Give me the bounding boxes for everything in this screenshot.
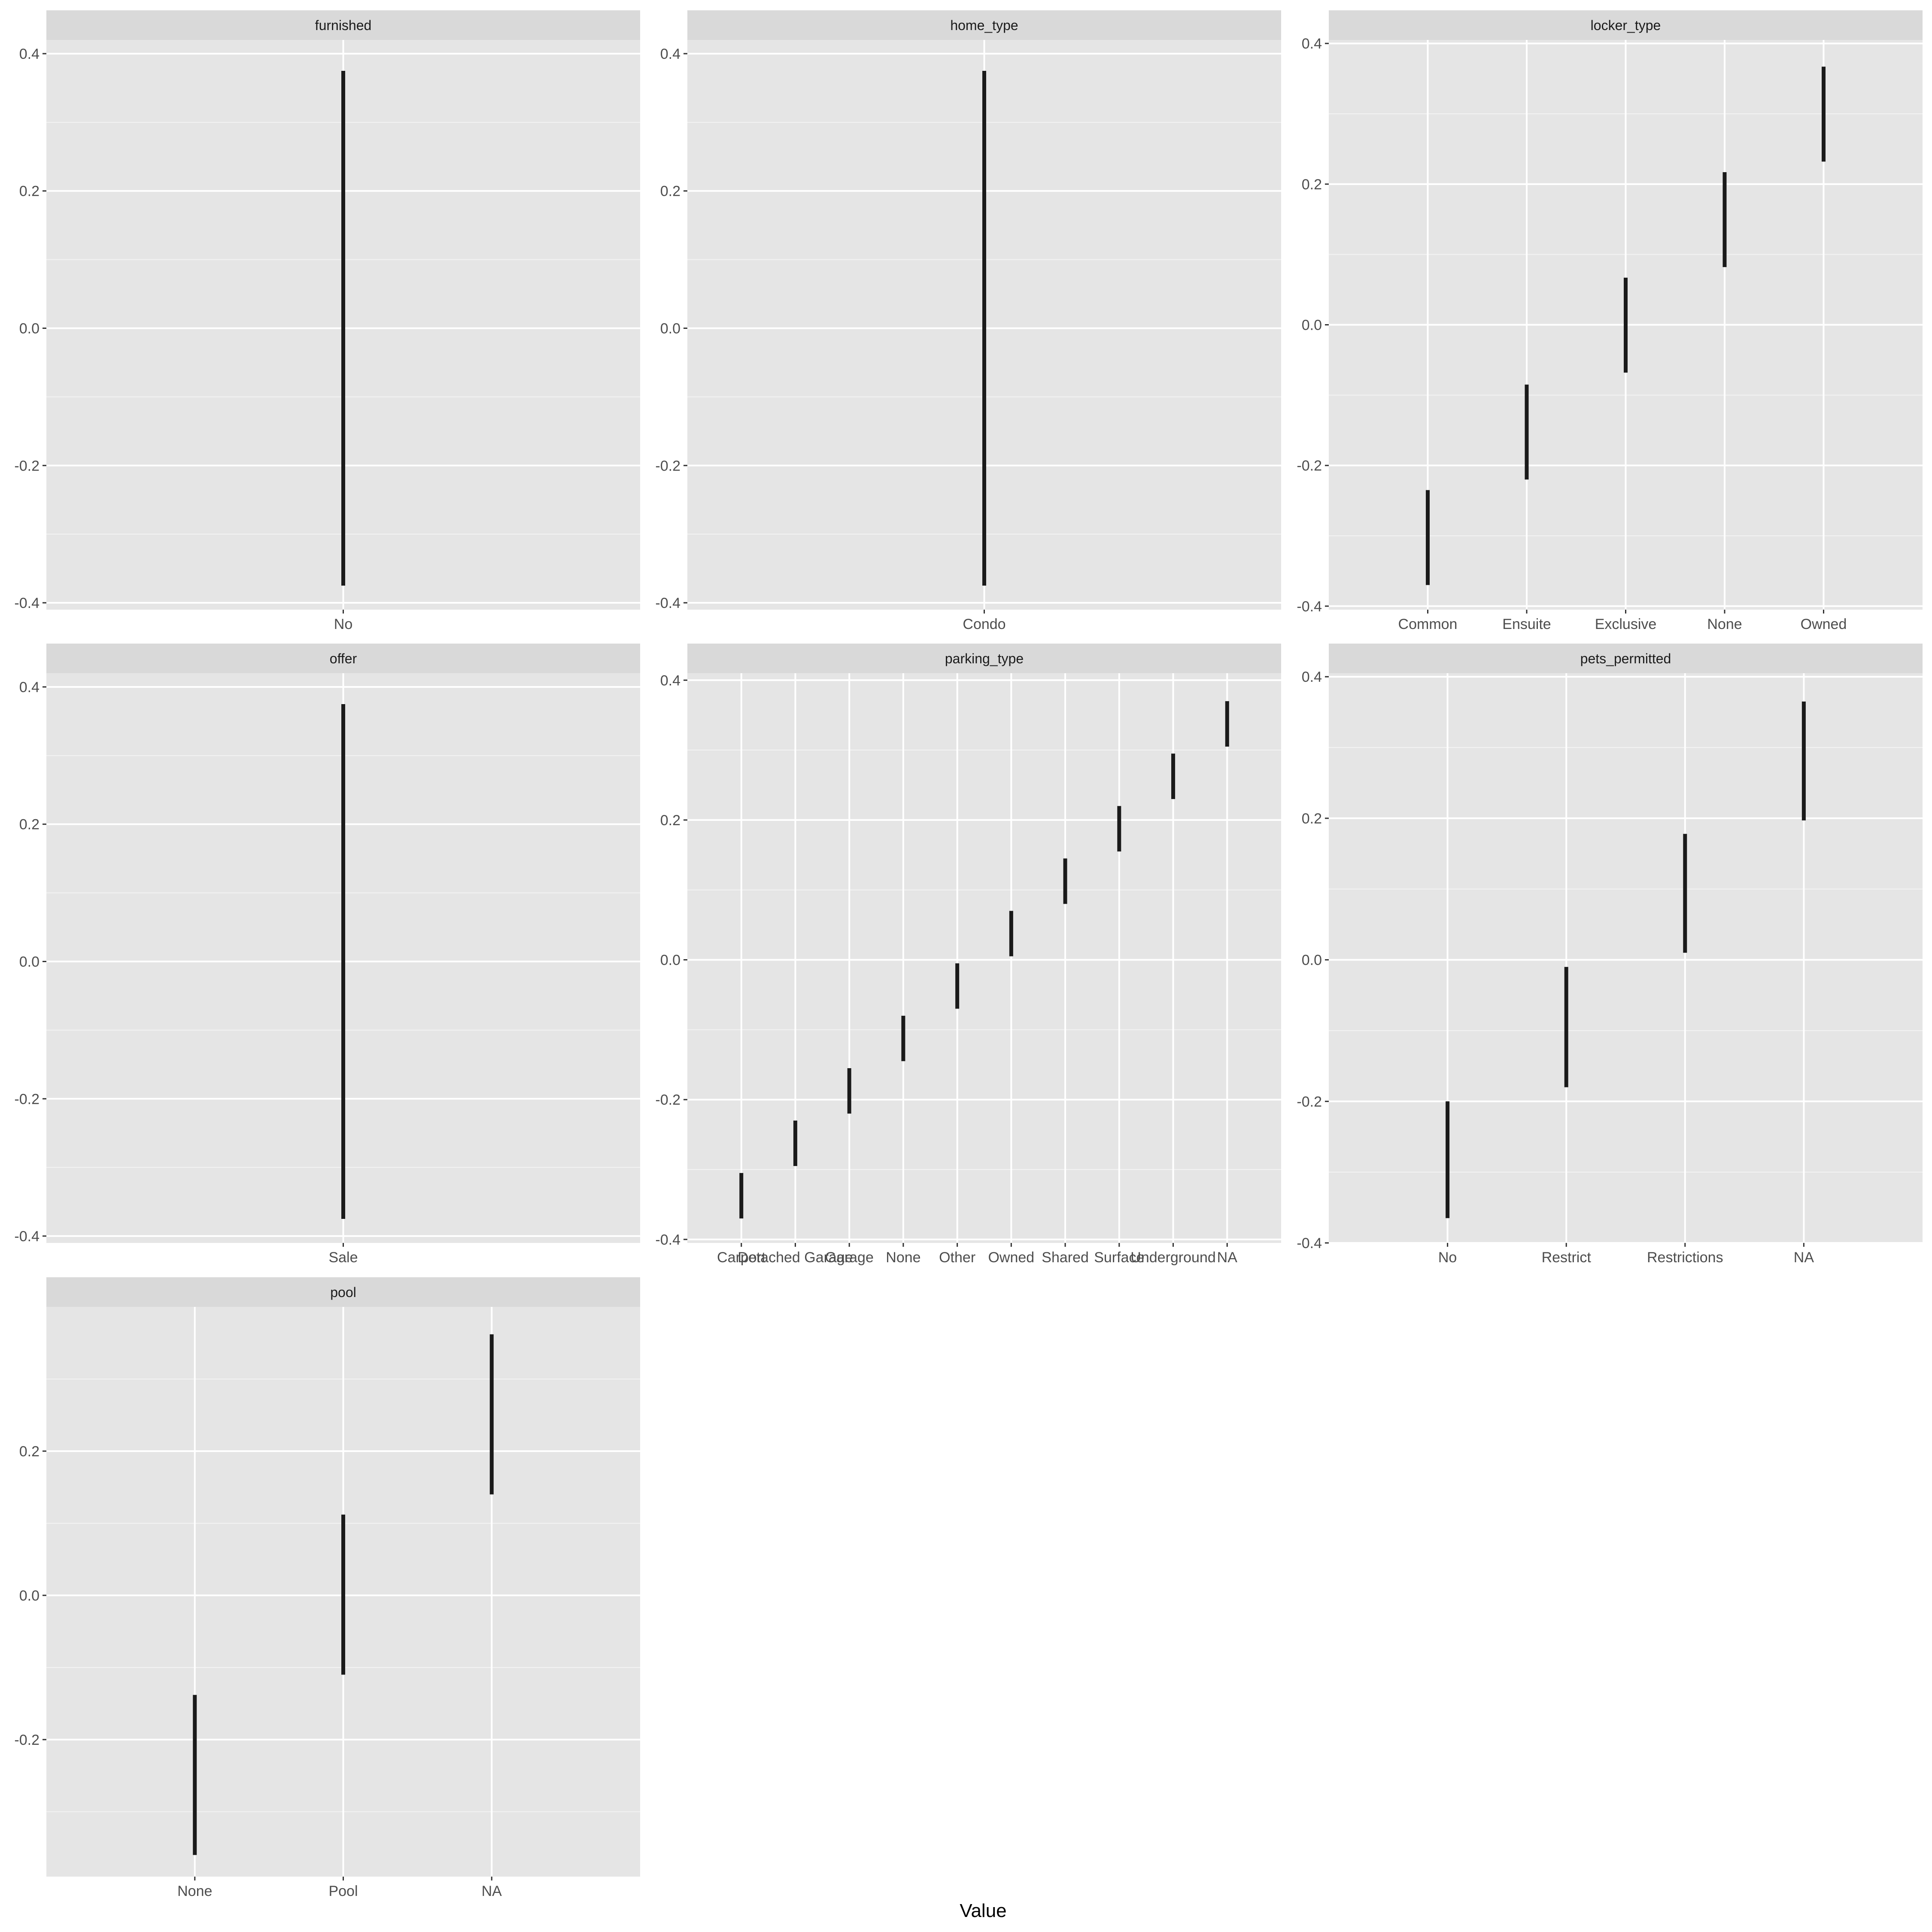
y-tick-label: 0.0 — [19, 954, 39, 970]
facet-title: pool — [330, 1285, 356, 1300]
facet-pets-permitted: pets_permitted 0.4 0.2 0.0 -0.2 -0.4 No Restric… — [1297, 644, 1923, 1266]
x-tick-label: Condo — [963, 616, 1005, 632]
y-tick-label: 0.4 — [1302, 669, 1322, 685]
facet-strip — [46, 1277, 640, 1307]
x-tick-label: Owned — [1801, 616, 1847, 632]
y-tick-label: -0.2 — [14, 1732, 39, 1748]
x-tick-label: None — [177, 1883, 212, 1899]
x-tick-label: None — [886, 1249, 920, 1266]
x-tick-label: Restrict — [1542, 1249, 1592, 1266]
facet-strip — [46, 10, 640, 40]
y-tick-label: 0.2 — [19, 1443, 39, 1460]
panel-background — [687, 673, 1281, 1243]
x-axis-label: Value — [960, 1900, 1006, 1921]
x-tick-label: No — [334, 616, 352, 632]
y-tick-label: 0.0 — [19, 320, 39, 337]
y-tick-label: 0.2 — [660, 812, 680, 829]
facet-furnished: furnished 0.4 0.2 0.0 -0.2 -0.4 No — [14, 10, 640, 632]
facet-locker-type: locker_type 0.4 0.2 0.0 -0.2 -0.4 Common Ensuit… — [1297, 10, 1923, 632]
x-tick-label: Pool — [328, 1883, 358, 1899]
y-tick-label: -0.4 — [1297, 598, 1322, 615]
y-tick-label: -0.2 — [1297, 1094, 1322, 1110]
y-tick-label: 0.0 — [1302, 317, 1322, 334]
y-tick-label: 0.0 — [660, 320, 680, 337]
y-tick-label: 0.2 — [1302, 176, 1322, 193]
y-tick-label: 0.0 — [660, 952, 680, 969]
panel-background — [1329, 673, 1923, 1243]
x-tick-label: NA — [482, 1883, 502, 1899]
facet-strip — [1329, 10, 1923, 40]
x-tick-label: Surface — [1094, 1249, 1144, 1266]
facet-title: furnished — [315, 18, 372, 33]
facet-strip — [1329, 644, 1923, 673]
y-tick-label: -0.4 — [655, 1232, 680, 1248]
facet-offer: offer 0.4 0.2 0.0 -0.2 -0.4 Sale — [14, 644, 640, 1266]
y-tick-label: -0.4 — [14, 595, 39, 611]
x-tick-label: No — [1438, 1249, 1457, 1266]
x-tick-label: Restrictions — [1647, 1249, 1723, 1266]
x-tick-label: Owned — [988, 1249, 1034, 1266]
facet-home-type: home_type 0.4 0.2 0.0 -0.2 -0.4 Condo — [655, 10, 1281, 632]
x-tick-label: Exclusive — [1595, 616, 1657, 632]
y-tick-label: 0.2 — [19, 183, 39, 200]
y-tick-label: 0.0 — [1302, 952, 1322, 969]
facet-strip — [46, 644, 640, 673]
y-tick-label: 0.0 — [19, 1588, 39, 1604]
facet-title: home_type — [950, 18, 1018, 33]
y-tick-label: 0.4 — [660, 672, 680, 689]
facet-panels: furnished 0.4 0.2 0.0 -0.2 -0.4 No home_type 0.4… — [14, 10, 1923, 1899]
y-tick-label: 0.2 — [660, 183, 680, 200]
y-tick-label: 0.4 — [19, 46, 39, 62]
y-tick-label: -0.2 — [14, 458, 39, 474]
y-tick-label: -0.4 — [1297, 1235, 1322, 1252]
y-tick-label: -0.2 — [655, 1092, 680, 1108]
facet-title: pets_permitted — [1580, 651, 1671, 666]
x-tick-label: NA — [1794, 1249, 1814, 1266]
facet-pool: pool 0.2 0.0 -0.2 None Pool NA — [14, 1277, 640, 1899]
y-tick-label: 0.4 — [660, 46, 680, 62]
x-tick-label: Garage — [825, 1249, 873, 1266]
y-tick-label: 0.2 — [1302, 811, 1322, 827]
y-tick-label: -0.2 — [655, 458, 680, 474]
y-tick-label: -0.2 — [1297, 458, 1322, 474]
y-tick-label: 0.4 — [1302, 36, 1322, 52]
x-tick-label: Detached Garage — [738, 1249, 853, 1266]
x-tick-label: NA — [1217, 1249, 1238, 1266]
facet-title: parking_type — [945, 651, 1024, 666]
y-tick-label: 0.4 — [19, 679, 39, 696]
x-tick-label: Carport — [717, 1249, 766, 1266]
y-tick-label: -0.2 — [14, 1091, 39, 1107]
y-tick-label: 0.2 — [19, 817, 39, 833]
facet-strip — [687, 10, 1281, 40]
x-tick-label: Ensuite — [1502, 616, 1551, 632]
x-tick-label: Shared — [1042, 1249, 1089, 1266]
y-tick-label: -0.4 — [14, 1228, 39, 1245]
facet-strip — [687, 644, 1281, 673]
facet-title: locker_type — [1591, 18, 1661, 33]
y-tick-label: -0.4 — [655, 595, 680, 611]
x-tick-label: Other — [939, 1249, 975, 1266]
x-tick-label: Sale — [328, 1249, 358, 1266]
facet-title: offer — [330, 651, 357, 666]
facet-parking-type: parking_type 0.4 0.2 0.0 -0.2 -0.4 CarportDeta… — [655, 644, 1281, 1266]
x-tick-label: None — [1707, 616, 1742, 632]
x-tick-label: Underground — [1130, 1249, 1215, 1266]
x-tick-label: Common — [1398, 616, 1458, 632]
